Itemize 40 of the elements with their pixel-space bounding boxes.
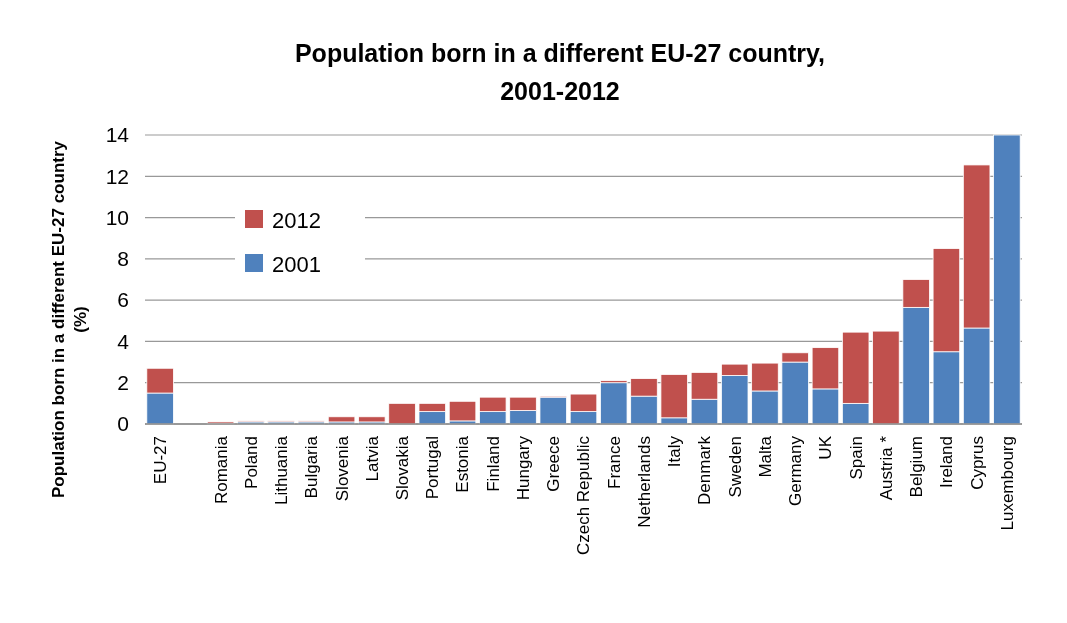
x-tick-label: Belgium [907,436,927,498]
x-tick-label: Slovakia [393,435,412,501]
x-tick-label: Bulgaria [302,435,322,499]
chart-title: Population born in a different EU-27 country, 2001-2012 [294,39,826,105]
x-tick-label: Germany [786,435,806,506]
x-tick-label: Hungary [513,435,533,501]
x-tick-label: France [604,436,624,489]
x-tick-label: EU-27 [151,436,171,485]
x-tick-label: UK [816,435,836,460]
x-tick-label: Slovenia [332,435,352,502]
y-tick-label: 2 [117,370,129,394]
x-tick-label: Czech Republic [574,435,594,556]
y-tick-label: 14 [105,123,130,147]
x-tick-label: Latvia [362,435,382,482]
legend-label: 2001 [272,251,321,277]
y-axis-title: Population born in a different EU-27 country (%) [49,140,90,499]
x-tick-label: Poland [241,436,261,489]
x-tick-label: Italy [665,435,685,468]
y-tick-label: 6 [117,288,129,312]
legend-label: 2012 [272,207,321,233]
y-tick-label: 8 [117,247,129,271]
x-tick-label: Finland [483,436,503,492]
x-tick-label: Lithuania [272,435,292,506]
x-tick-label: Netherlands [634,436,654,528]
x-tick-label: Cyprus [967,436,987,490]
x-tick-label: Portugal [423,436,443,500]
x-tick-label: Spain [846,436,866,480]
x-tick-label: Denmark [695,435,715,505]
x-tick-label: Estonia [453,435,473,493]
x-tick-label: Ireland [937,436,957,488]
y-tick-label: 10 [105,205,129,229]
y-tick-label: 4 [117,329,130,353]
x-tick-label: Romania [211,435,231,505]
x-tick-label: Sweden [725,436,745,498]
x-tick-label: Luxembourg [997,436,1017,531]
y-tick-label: 0 [117,412,129,436]
y-tick-label: 12 [105,164,129,188]
x-tick-label: Austria * [876,435,896,501]
x-tick-label: Malta [755,435,775,478]
x-tick-label: Greece [544,436,564,492]
